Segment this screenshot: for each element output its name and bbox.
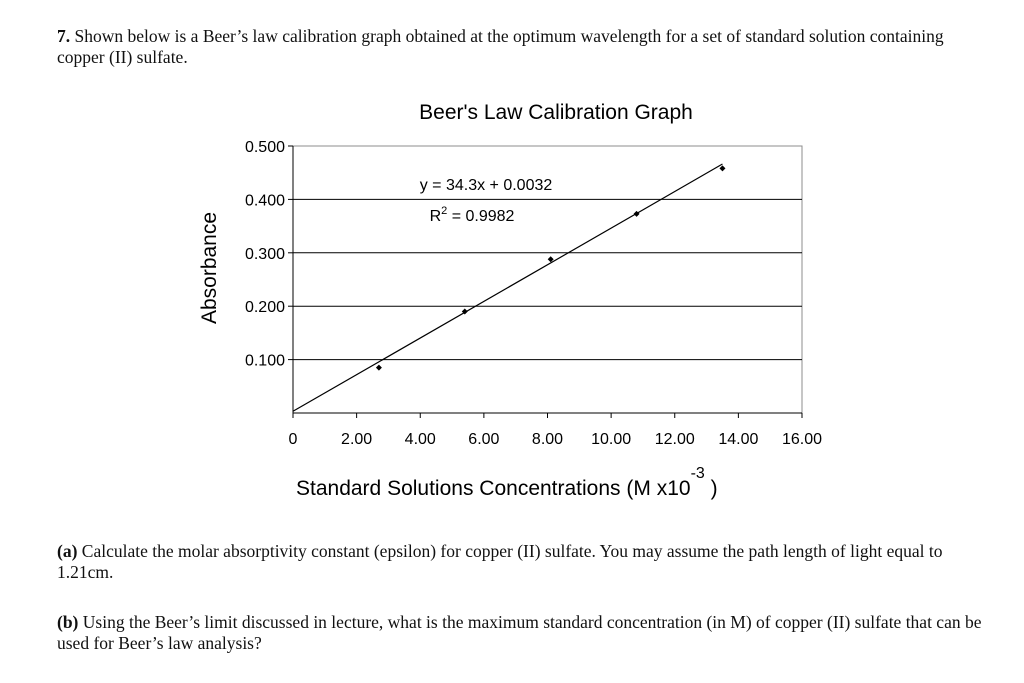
x-tick-labels: 0 2.00 4.00 6.00 8.00 10.00 12.00 14.00 16.00 [289, 431, 823, 448]
x-tick-label: 14.00 [718, 431, 758, 448]
gridlines [293, 198, 802, 361]
data-point [633, 210, 640, 217]
x-tick-label: 16.00 [782, 431, 822, 448]
question-7: 7. Shown below is a Beer’s law calibrati… [57, 26, 987, 68]
x-tick-label: 8.00 [532, 431, 563, 448]
x-tick-label: 12.00 [655, 431, 695, 448]
x-tick-label: 2.00 [341, 431, 372, 448]
x-tick-label: 10.00 [591, 431, 631, 448]
y-tick-label: 0.500 [245, 139, 285, 156]
x-tick-label: 0 [289, 431, 298, 448]
part-b-text: Using the Beer’s limit discussed in lect… [57, 612, 982, 653]
part-a-label: (a) [57, 541, 78, 561]
data-point [547, 256, 554, 263]
trendline-equation: y = 34.3x + 0.0032 [420, 177, 553, 194]
part-b: (b) Using the Beer’s limit discussed in … [57, 612, 987, 654]
data-points [375, 165, 726, 371]
y-axis-label: Absorbance [198, 212, 221, 324]
part-a-text: Calculate the molar absorptivity constan… [57, 541, 943, 582]
axes [288, 145, 803, 418]
data-point [719, 165, 726, 172]
y-tick-label: 0.300 [245, 246, 285, 263]
y-tick-label: 0.200 [245, 299, 285, 316]
x-tick-label: 6.00 [468, 431, 499, 448]
r-squared-label: R2 = 0.9982 [430, 205, 515, 225]
trendline [292, 163, 723, 412]
part-a: (a) Calculate the molar absorptivity con… [57, 541, 987, 583]
x-axis-label: Standard Solutions Concentrations (M x10… [296, 465, 718, 500]
part-b-label: (b) [57, 612, 79, 632]
x-tick-label: 4.00 [405, 431, 436, 448]
y-tick-label: 0.100 [245, 353, 285, 370]
question-text: Shown below is a Beer’s law calibration … [57, 26, 944, 67]
data-point [375, 364, 382, 371]
y-tick-labels: 0.100 0.200 0.300 0.400 0.500 [245, 139, 285, 370]
chart-title: Beer's Law Calibration Graph [419, 101, 693, 124]
data-point [461, 308, 468, 315]
y-tick-label: 0.400 [245, 192, 285, 209]
question-number: 7. [57, 26, 71, 46]
